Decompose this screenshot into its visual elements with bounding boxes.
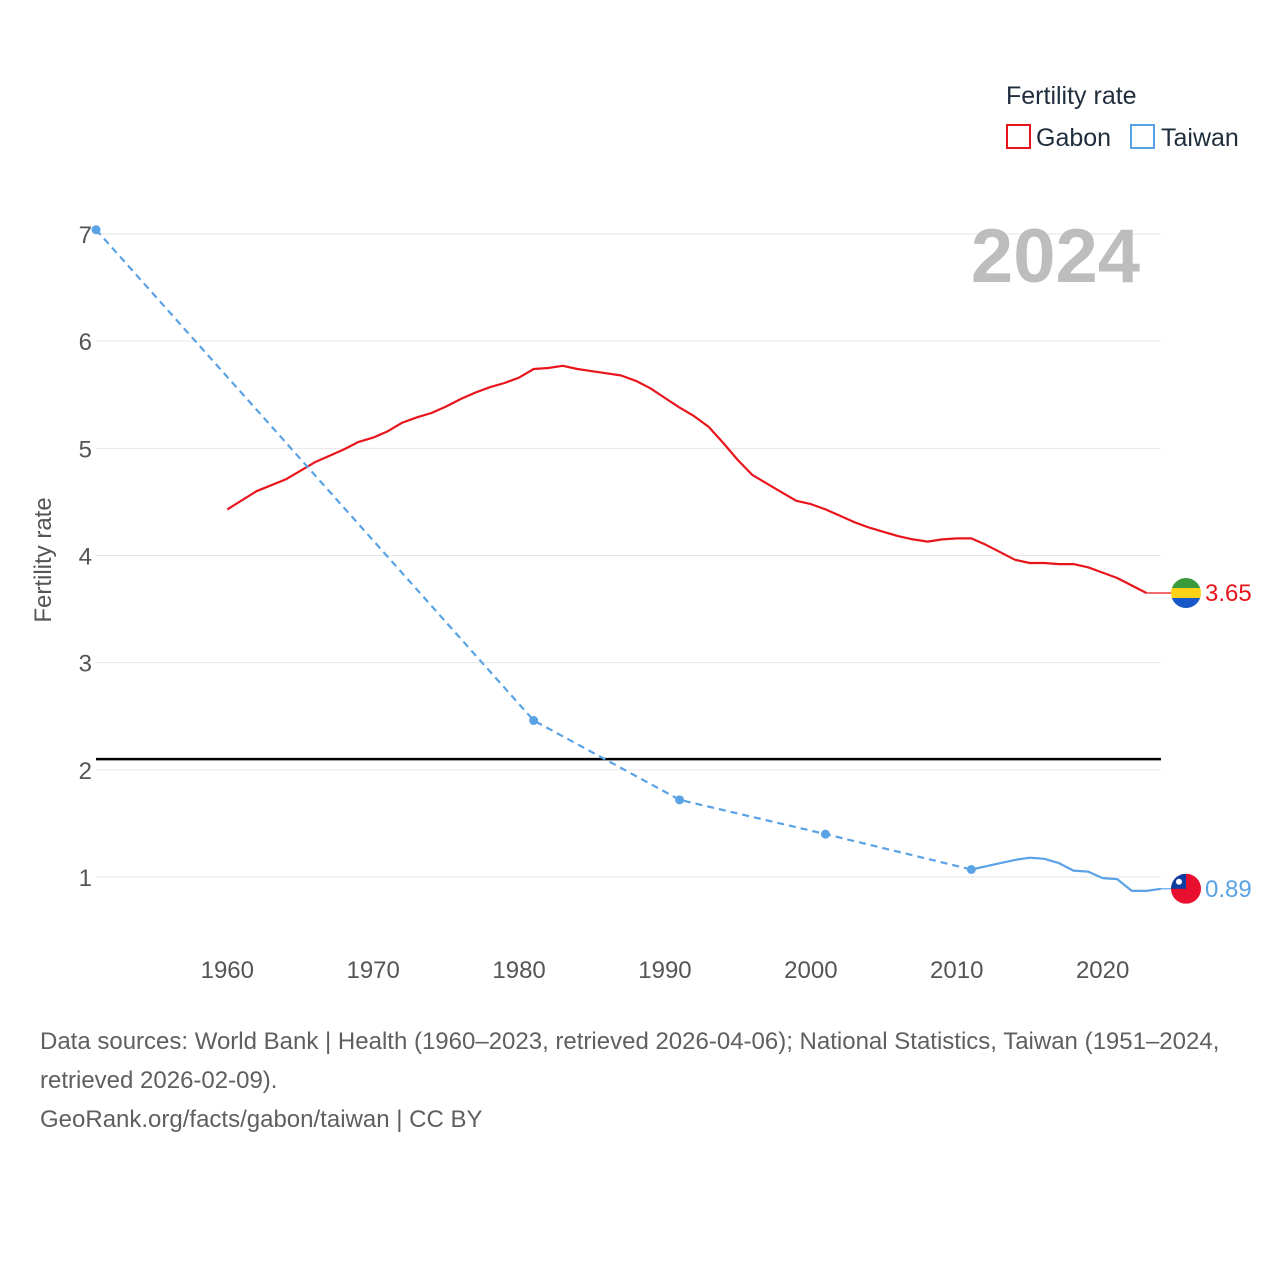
legend-label-taiwan: Taiwan bbox=[1161, 124, 1239, 152]
x-tick-2010: 2010 bbox=[930, 957, 983, 984]
sources-line: Data sources: World Bank | Health (1960–… bbox=[40, 1028, 1220, 1094]
x-tick-1980: 1980 bbox=[492, 957, 545, 984]
taiwan-line bbox=[971, 856, 1162, 892]
x-tick-labels: 1960 1970 1980 1990 2000 2010 2020 bbox=[201, 957, 1130, 984]
x-tick-2020: 2020 bbox=[1076, 957, 1129, 984]
gridlines bbox=[96, 233, 1161, 878]
taiwan-marker-1951 bbox=[91, 225, 101, 235]
gabon-flag-stripe-yellow bbox=[1171, 588, 1201, 599]
year-label: 2024 bbox=[971, 214, 1140, 299]
y-tick-1: 1 bbox=[79, 865, 92, 892]
legend-label-gabon: Gabon bbox=[1036, 124, 1111, 152]
y-tick-7: 7 bbox=[79, 222, 92, 249]
gabon-line bbox=[226, 364, 1147, 594]
credit-line[interactable]: GeoRank.org/facts/gabon/taiwan | CC BY bbox=[40, 1106, 483, 1133]
y-tick-2: 2 bbox=[79, 758, 92, 785]
taiwan-end-marker: 0.89 bbox=[1171, 873, 1252, 904]
x-tick-1960: 1960 bbox=[201, 957, 254, 984]
x-tick-1970: 1970 bbox=[346, 957, 399, 984]
y-tick-labels: 1 2 3 4 5 6 7 bbox=[79, 222, 92, 892]
series-layer bbox=[91, 225, 1172, 892]
y-tick-3: 3 bbox=[79, 651, 92, 678]
x-tick-1990: 1990 bbox=[638, 957, 691, 984]
taiwan-flag-icon bbox=[1171, 873, 1201, 904]
taiwan-flag-sun bbox=[1176, 878, 1182, 885]
taiwan-marker-2011 bbox=[966, 864, 976, 874]
y-tick-5: 5 bbox=[79, 436, 92, 463]
data-sources: Data sources: World Bank | Health (1960–… bbox=[40, 1022, 1250, 1139]
taiwan-end-value: 0.89 bbox=[1205, 876, 1252, 903]
legend-item-taiwan[interactable]: Taiwan bbox=[1130, 124, 1239, 152]
y-axis-title: Fertility rate bbox=[30, 497, 57, 622]
taiwan-marker-1981 bbox=[529, 716, 539, 726]
legend: Fertility rate Gabon Taiwan bbox=[1006, 82, 1239, 152]
gabon-flag-stripe-green bbox=[1171, 578, 1201, 589]
x-tick-2000: 2000 bbox=[784, 957, 837, 984]
legend-title: Fertility rate bbox=[1006, 82, 1137, 110]
taiwan-marker-2001 bbox=[820, 829, 830, 839]
legend-swatch-taiwan bbox=[1130, 124, 1155, 149]
gabon-flag-icon bbox=[1171, 578, 1201, 609]
gabon-flag-stripe-blue bbox=[1171, 598, 1201, 609]
taiwan-dashed-line bbox=[95, 228, 972, 871]
legend-swatch-gabon bbox=[1006, 124, 1031, 149]
y-tick-6: 6 bbox=[79, 329, 92, 356]
gabon-end-marker: 3.65 bbox=[1171, 578, 1252, 609]
taiwan-marker-1991 bbox=[675, 795, 685, 805]
gabon-end-value: 3.65 bbox=[1205, 580, 1252, 607]
legend-item-gabon[interactable]: Gabon bbox=[1006, 124, 1111, 152]
y-tick-4: 4 bbox=[79, 544, 92, 571]
